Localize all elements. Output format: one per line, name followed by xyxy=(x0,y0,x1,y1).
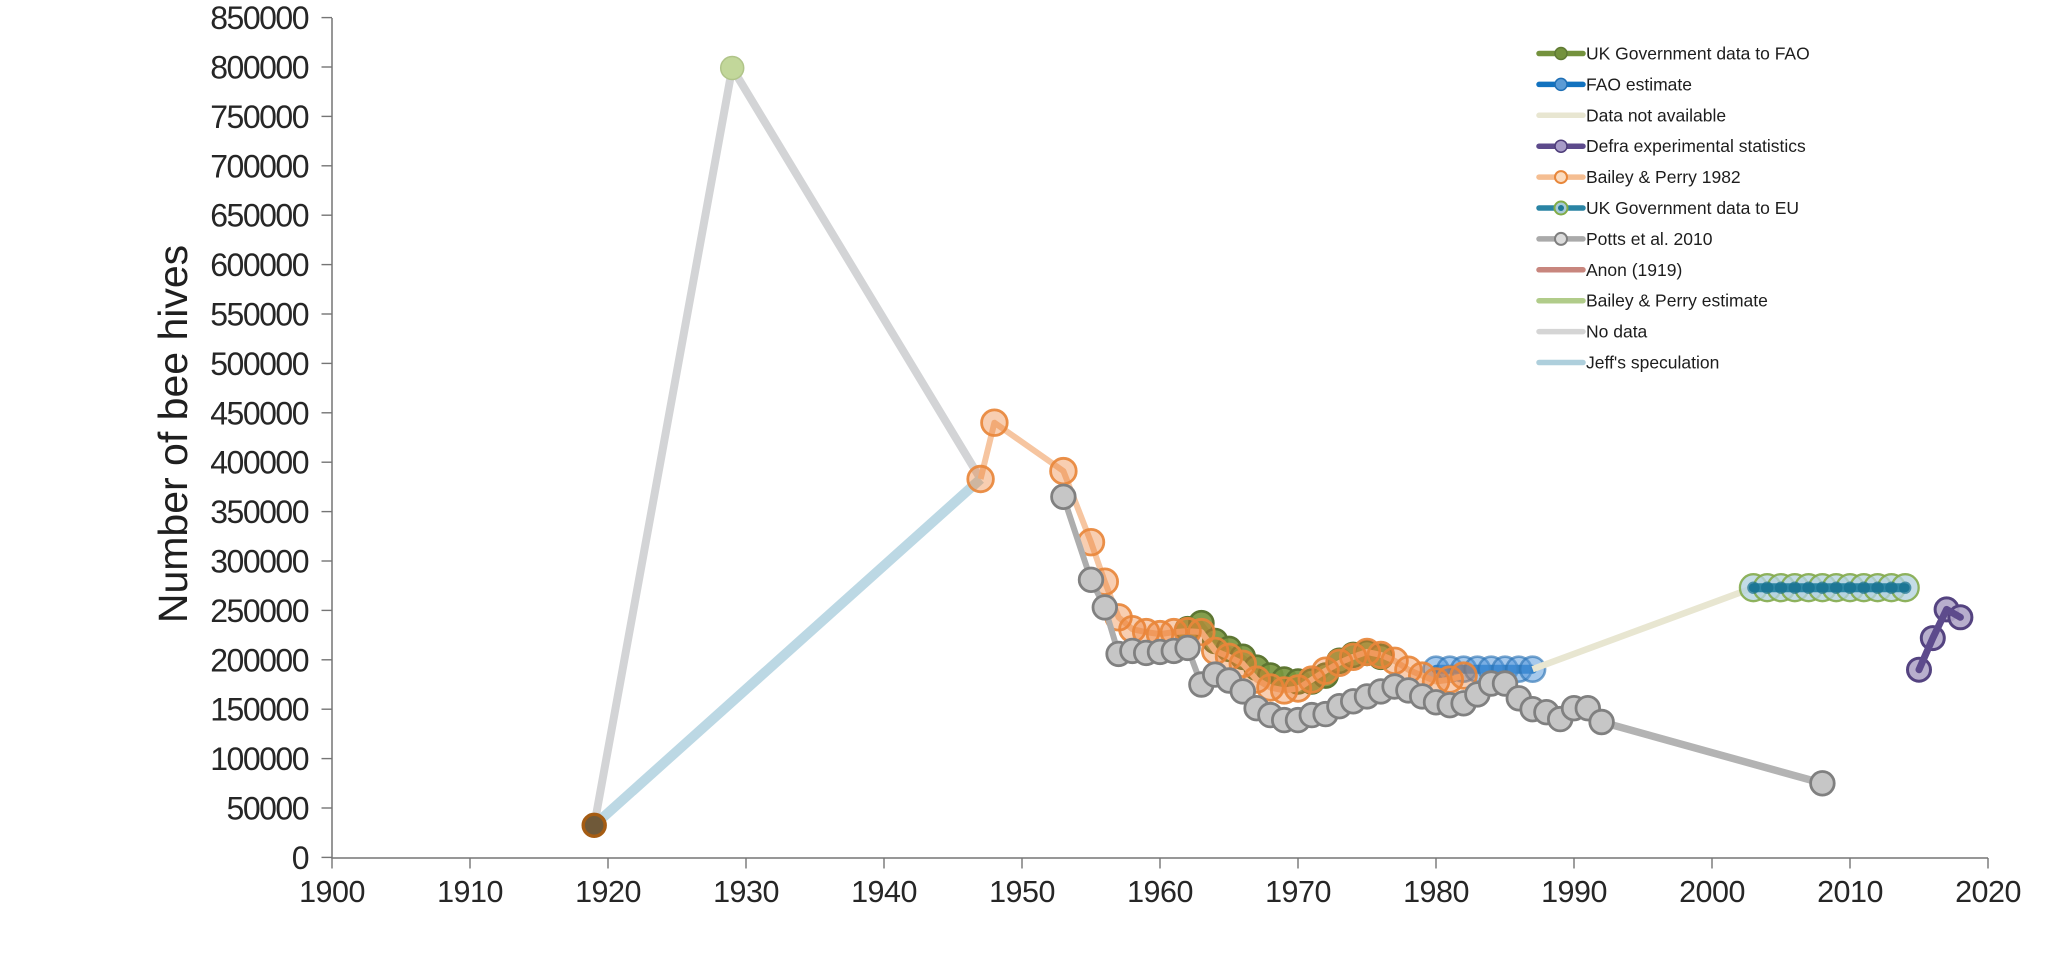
svg-text:400000: 400000 xyxy=(210,445,308,481)
svg-text:Defra experimental statistics: Defra experimental statistics xyxy=(1586,136,1806,156)
svg-text:Bailey & Perry 1982: Bailey & Perry 1982 xyxy=(1586,167,1741,187)
svg-text:2020: 2020 xyxy=(1955,875,2021,909)
svg-text:650000: 650000 xyxy=(210,198,308,234)
svg-text:850000: 850000 xyxy=(210,0,308,36)
svg-text:2000: 2000 xyxy=(1679,875,1745,909)
svg-text:1910: 1910 xyxy=(437,875,503,909)
svg-text:Jeff's speculation: Jeff's speculation xyxy=(1586,353,1719,373)
svg-text:Anon (1919): Anon (1919) xyxy=(1586,260,1682,280)
svg-text:700000: 700000 xyxy=(210,148,308,184)
svg-text:1930: 1930 xyxy=(713,875,779,909)
svg-text:1920: 1920 xyxy=(575,875,641,909)
svg-text:Number of bee hives: Number of bee hives xyxy=(150,245,196,623)
svg-text:1950: 1950 xyxy=(989,875,1055,909)
svg-text:250000: 250000 xyxy=(210,593,308,629)
svg-text:500000: 500000 xyxy=(210,346,308,382)
svg-text:No data: No data xyxy=(1586,322,1648,342)
svg-text:150000: 150000 xyxy=(210,692,308,728)
svg-text:1940: 1940 xyxy=(851,875,917,909)
svg-text:0: 0 xyxy=(292,840,309,876)
svg-text:Bailey & Perry estimate: Bailey & Perry estimate xyxy=(1586,291,1768,311)
svg-text:UK Government data to FAO: UK Government data to FAO xyxy=(1586,44,1810,64)
svg-text:600000: 600000 xyxy=(210,247,308,283)
svg-text:450000: 450000 xyxy=(210,395,308,431)
svg-text:50000: 50000 xyxy=(227,791,309,827)
svg-text:FAO estimate: FAO estimate xyxy=(1586,74,1692,94)
svg-text:2010: 2010 xyxy=(1817,875,1883,909)
svg-text:1900: 1900 xyxy=(299,875,365,909)
svg-text:800000: 800000 xyxy=(210,50,308,86)
svg-text:1960: 1960 xyxy=(1127,875,1193,909)
svg-text:200000: 200000 xyxy=(210,642,308,678)
svg-text:300000: 300000 xyxy=(210,544,308,580)
svg-text:Data not available: Data not available xyxy=(1586,105,1726,125)
svg-text:1980: 1980 xyxy=(1403,875,1469,909)
svg-text:1970: 1970 xyxy=(1265,875,1331,909)
svg-text:550000: 550000 xyxy=(210,297,308,333)
svg-text:Potts et al. 2010: Potts et al. 2010 xyxy=(1586,229,1713,249)
svg-text:100000: 100000 xyxy=(210,741,308,777)
svg-text:350000: 350000 xyxy=(210,494,308,530)
svg-text:UK Government data to EU: UK Government data to EU xyxy=(1586,198,1799,218)
svg-text:750000: 750000 xyxy=(210,99,308,135)
svg-text:1990: 1990 xyxy=(1541,875,1607,909)
